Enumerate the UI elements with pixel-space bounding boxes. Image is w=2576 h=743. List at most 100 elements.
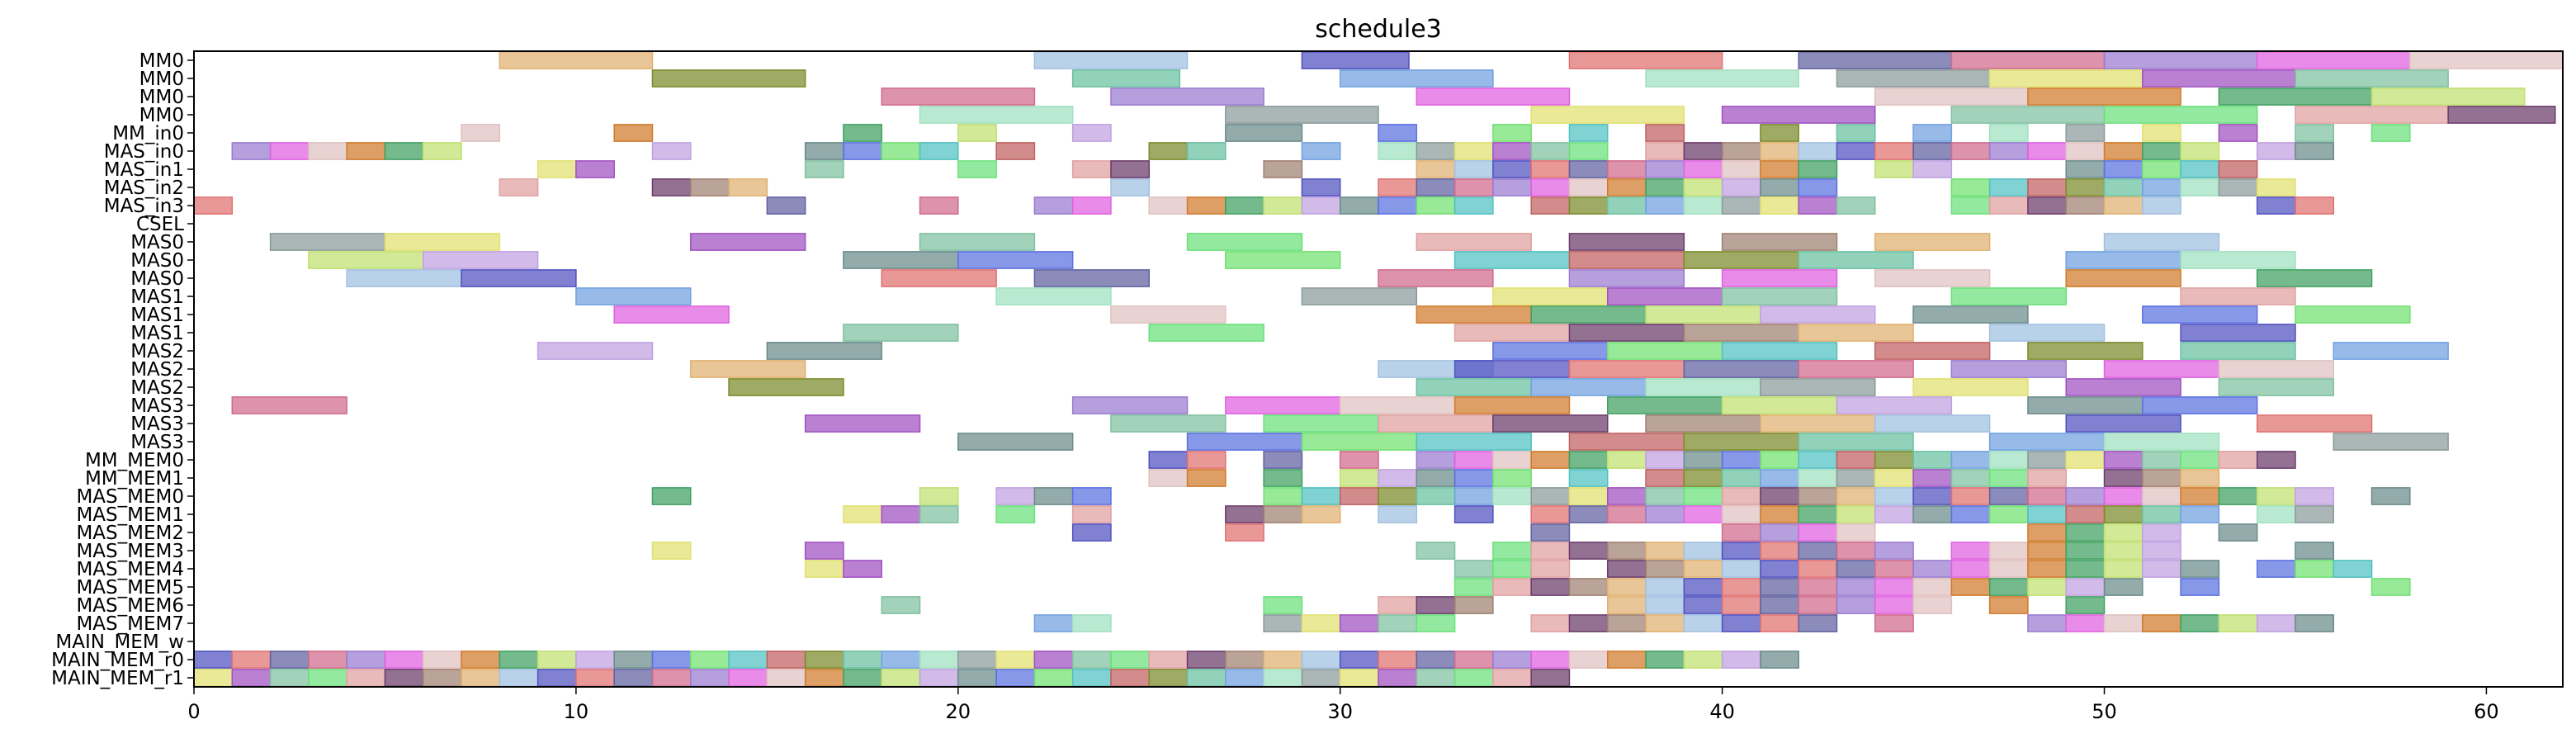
task-bar	[1378, 196, 1418, 215]
task-bar	[1530, 487, 1571, 505]
task-bar	[1912, 142, 1953, 160]
task-bar	[1683, 196, 1723, 215]
task-bar	[2065, 523, 2106, 542]
task-bar	[575, 651, 615, 669]
task-bar	[1912, 560, 1953, 578]
x-tick-label: 30	[1327, 700, 1353, 723]
task-bar	[1798, 51, 1953, 69]
x-tick-label: 50	[2092, 700, 2117, 723]
task-bar	[1950, 542, 1991, 560]
task-bar	[2027, 560, 2067, 578]
task-bar	[1530, 560, 1571, 578]
task-bar	[1683, 614, 1723, 632]
task-bar	[919, 487, 959, 505]
task-bar	[2142, 523, 2181, 542]
bars-layer	[193, 51, 2564, 687]
task-bar	[1874, 596, 1914, 614]
task-bar	[2027, 542, 2067, 560]
task-bar	[1606, 651, 1647, 669]
task-bar	[1225, 651, 1264, 669]
task-bar	[1530, 614, 1571, 632]
task-bar	[1568, 487, 1609, 505]
task-bar	[1071, 124, 1112, 142]
task-bar	[1798, 142, 1838, 160]
task-bar	[613, 651, 654, 669]
task-bar	[575, 287, 692, 305]
task-bar	[1263, 669, 1303, 687]
task-bar	[1760, 178, 1799, 196]
task-bar	[231, 142, 272, 160]
task-bar	[2180, 251, 2296, 269]
task-bar	[1492, 560, 1532, 578]
task-bar	[1683, 433, 1799, 451]
task-bar	[1721, 469, 1761, 487]
task-bar	[804, 142, 844, 160]
row-label: MM0	[139, 87, 184, 108]
task-bar	[1071, 69, 1181, 88]
task-bar	[843, 651, 882, 669]
task-bar	[1645, 69, 1799, 88]
task-bar	[1760, 651, 1799, 669]
task-bar	[919, 142, 959, 160]
task-bar	[1530, 305, 1647, 324]
task-bar	[1836, 596, 1876, 614]
task-bar	[1760, 378, 1876, 396]
task-bar	[2256, 178, 2296, 196]
task-bar	[384, 142, 424, 160]
x-tick-label: 20	[946, 700, 971, 723]
task-bar	[1874, 487, 1914, 505]
task-bar	[2103, 542, 2144, 560]
task-bar	[1492, 142, 1532, 160]
row-label: MAS1	[130, 286, 184, 308]
task-bar	[536, 160, 577, 178]
task-bar	[1378, 269, 1494, 287]
task-bar	[2065, 178, 2106, 196]
task-bar	[461, 669, 501, 687]
task-bar	[1071, 523, 1112, 542]
task-bar	[995, 487, 1036, 505]
task-bar	[1416, 178, 1456, 196]
task-bar	[881, 269, 997, 287]
task-bar	[1492, 160, 1532, 178]
task-bar	[193, 651, 234, 669]
task-bar	[1645, 560, 1685, 578]
task-bar	[1950, 196, 1991, 215]
task-bar	[690, 669, 730, 687]
task-bar	[1836, 469, 1876, 487]
task-bar	[1568, 160, 1609, 178]
task-bar	[499, 669, 539, 687]
task-bar	[1568, 433, 1685, 451]
task-bar	[1453, 596, 1494, 614]
task-bar	[1874, 542, 1914, 560]
task-bar	[1950, 451, 1991, 469]
task-bar	[1721, 505, 1761, 523]
task-bar	[1683, 542, 1723, 560]
task-bar	[1071, 651, 1112, 669]
task-bar	[2256, 142, 2296, 160]
task-bar	[1760, 160, 1799, 178]
task-bar	[1836, 542, 1876, 560]
task-bar	[2256, 560, 2296, 578]
task-bar	[1874, 233, 1991, 251]
row-label: MAS2	[130, 341, 184, 362]
row-label: MAS0	[130, 268, 184, 290]
task-bar	[1606, 614, 1647, 632]
task-bar	[1339, 69, 1494, 88]
task-bar	[2142, 542, 2181, 560]
task-bar	[1721, 487, 1761, 505]
task-bar	[461, 651, 501, 669]
task-bar	[1186, 451, 1227, 469]
row-label: MM_in0	[112, 123, 184, 144]
task-bar	[1950, 487, 1991, 505]
task-bar	[804, 651, 844, 669]
task-bar	[1225, 124, 1303, 142]
task-bar	[2103, 614, 2144, 632]
task-bar	[1645, 487, 1685, 505]
task-bar	[1530, 505, 1571, 523]
task-bar	[919, 106, 1074, 124]
task-bar	[384, 651, 424, 669]
task-bar	[1760, 578, 1799, 596]
task-bar	[1416, 233, 1532, 251]
task-bar	[2295, 305, 2411, 324]
task-bar	[1378, 178, 1418, 196]
